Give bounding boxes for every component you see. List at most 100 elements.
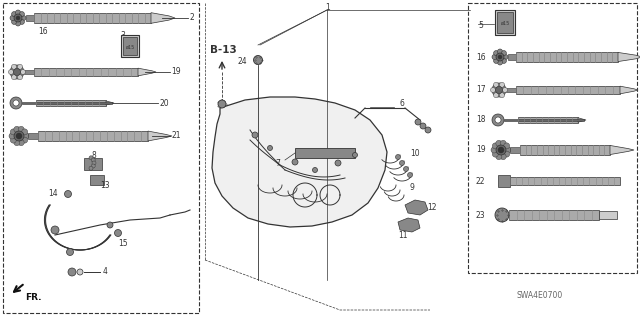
Text: 8: 8	[92, 151, 97, 160]
Circle shape	[10, 65, 24, 79]
Bar	[509, 210, 599, 220]
Circle shape	[495, 208, 509, 222]
Text: 16: 16	[476, 53, 486, 62]
Circle shape	[425, 127, 431, 133]
Circle shape	[492, 151, 499, 157]
Text: 23: 23	[476, 211, 486, 219]
Circle shape	[500, 140, 506, 146]
Circle shape	[492, 83, 506, 97]
Circle shape	[491, 147, 497, 153]
Text: 5: 5	[478, 20, 483, 29]
Circle shape	[353, 152, 358, 158]
Circle shape	[493, 51, 499, 56]
Circle shape	[335, 160, 341, 166]
Circle shape	[10, 137, 17, 143]
Circle shape	[495, 86, 502, 93]
Text: 18: 18	[476, 115, 486, 124]
Polygon shape	[618, 52, 640, 62]
Circle shape	[65, 190, 72, 197]
Bar	[516, 86, 620, 94]
Circle shape	[20, 70, 26, 75]
Circle shape	[22, 137, 28, 143]
Circle shape	[68, 268, 76, 276]
Circle shape	[499, 82, 504, 87]
Circle shape	[89, 156, 93, 160]
Bar	[24, 70, 34, 74]
Circle shape	[15, 10, 20, 15]
Circle shape	[504, 151, 509, 157]
Text: 1: 1	[325, 4, 330, 12]
Circle shape	[496, 140, 502, 146]
Text: 24: 24	[237, 57, 246, 66]
Bar	[516, 52, 618, 62]
Circle shape	[17, 75, 22, 80]
Circle shape	[498, 55, 502, 59]
Circle shape	[10, 97, 22, 109]
Bar	[84, 158, 102, 170]
Circle shape	[107, 222, 113, 228]
Circle shape	[492, 143, 499, 149]
Circle shape	[12, 11, 17, 17]
Bar	[495, 10, 515, 34]
Bar	[22, 102, 112, 104]
Circle shape	[495, 117, 501, 123]
Circle shape	[9, 133, 15, 139]
Text: 16: 16	[38, 26, 47, 35]
Circle shape	[13, 100, 19, 106]
Circle shape	[499, 93, 504, 98]
Circle shape	[415, 119, 421, 125]
Circle shape	[14, 126, 20, 132]
Text: 12: 12	[427, 203, 436, 211]
Circle shape	[89, 166, 93, 170]
Circle shape	[499, 147, 504, 152]
Text: 20: 20	[159, 99, 168, 108]
Text: ø15: ø15	[125, 44, 134, 49]
Circle shape	[10, 16, 15, 20]
Circle shape	[504, 143, 509, 149]
Bar	[506, 88, 516, 93]
Circle shape	[13, 69, 20, 76]
Circle shape	[12, 19, 17, 24]
Circle shape	[14, 140, 20, 146]
Bar	[38, 131, 148, 141]
Text: 13: 13	[100, 181, 109, 189]
Circle shape	[115, 229, 122, 236]
Circle shape	[77, 269, 83, 275]
Circle shape	[505, 147, 511, 153]
Polygon shape	[398, 218, 420, 232]
Text: 14: 14	[48, 189, 58, 198]
Circle shape	[91, 164, 95, 168]
Circle shape	[408, 173, 413, 177]
Text: 6: 6	[400, 99, 405, 108]
Circle shape	[268, 145, 273, 151]
Text: 3: 3	[120, 32, 125, 41]
Text: 9: 9	[410, 183, 415, 192]
Circle shape	[312, 167, 317, 173]
Polygon shape	[578, 118, 586, 122]
Text: 11: 11	[398, 231, 408, 240]
Text: 17: 17	[476, 85, 486, 94]
Text: 22: 22	[476, 176, 486, 186]
Polygon shape	[610, 145, 634, 155]
Circle shape	[490, 87, 495, 93]
Bar	[468, 3, 637, 273]
Circle shape	[403, 167, 408, 172]
Circle shape	[501, 51, 506, 56]
Bar	[520, 145, 610, 155]
Circle shape	[503, 55, 508, 60]
Circle shape	[8, 70, 13, 75]
Polygon shape	[138, 68, 156, 76]
Circle shape	[252, 132, 258, 138]
Text: 2: 2	[189, 13, 194, 23]
Polygon shape	[106, 101, 114, 105]
Circle shape	[18, 126, 24, 132]
Bar	[599, 211, 617, 219]
Circle shape	[22, 129, 28, 135]
Circle shape	[253, 56, 262, 64]
Circle shape	[12, 64, 17, 69]
Text: ø15: ø15	[500, 20, 509, 26]
Bar	[26, 15, 34, 21]
Circle shape	[16, 16, 20, 20]
Circle shape	[496, 145, 506, 155]
Circle shape	[492, 114, 504, 126]
